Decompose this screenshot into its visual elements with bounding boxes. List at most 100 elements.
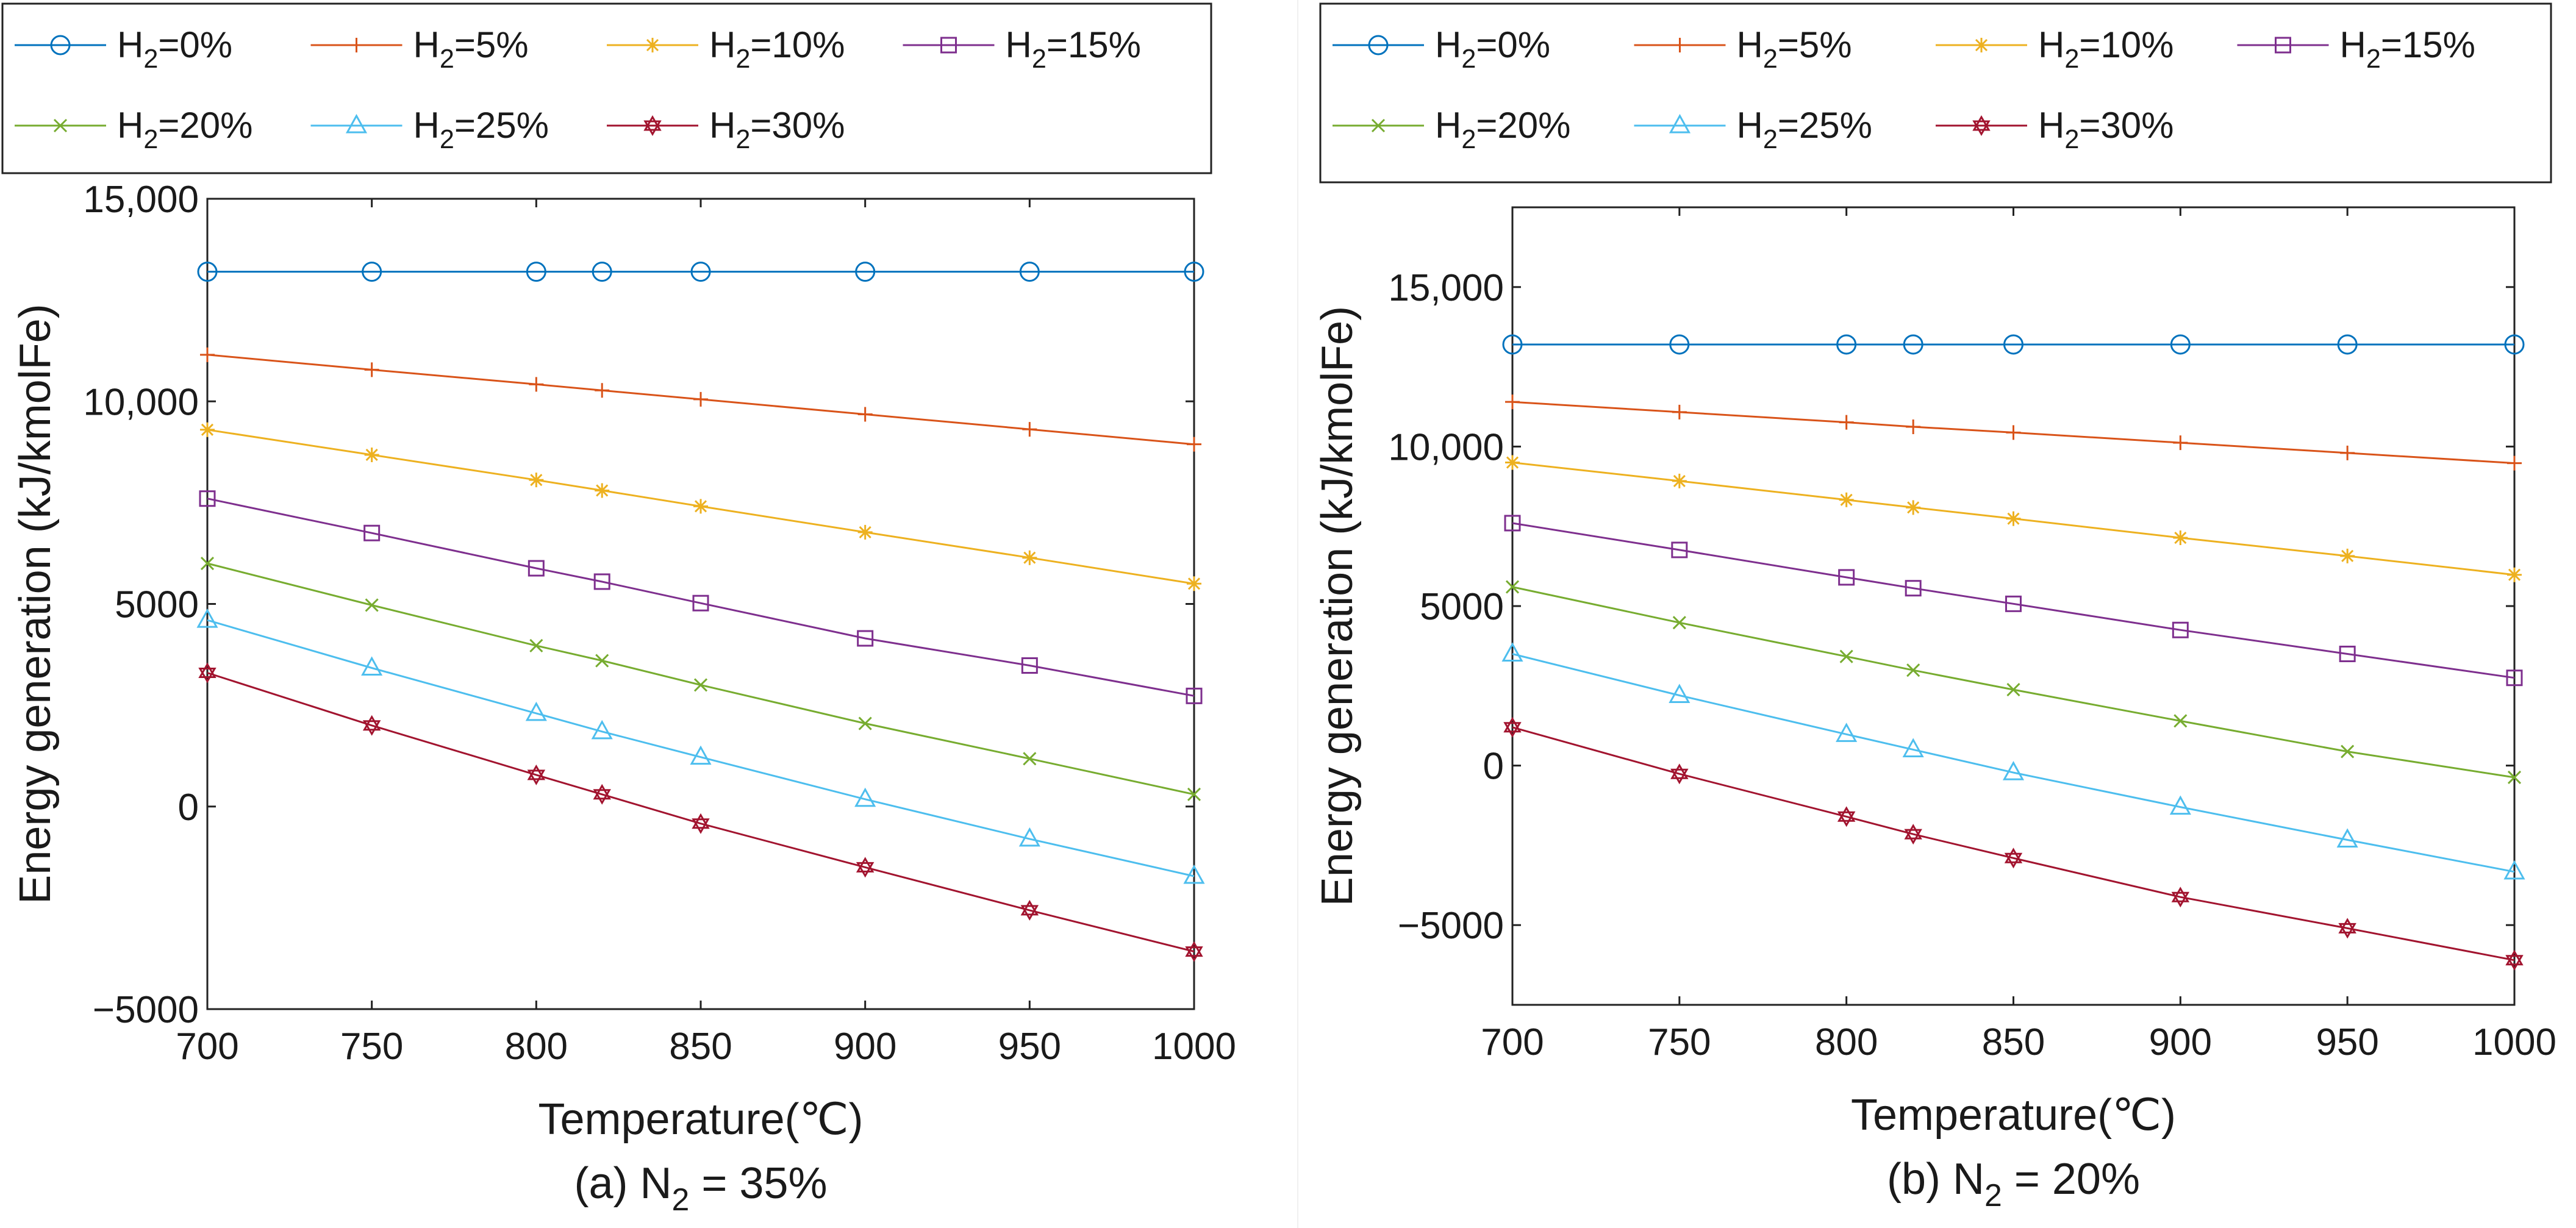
- legend-label: H2=15%: [1006, 24, 1142, 74]
- data-point: [1906, 500, 1921, 515]
- series-H2=0%: [197, 262, 1204, 282]
- x-axis-label: Temperature(℃): [538, 1095, 863, 1144]
- series-H2=25%: [1501, 642, 2525, 880]
- legend-marker-hexagram: [643, 115, 662, 137]
- legend-marker-hexagram: [1972, 115, 1991, 137]
- data-point: [528, 560, 545, 577]
- series-H2=25%: [196, 608, 1205, 884]
- series-line: [1512, 726, 2515, 962]
- series-line: [1512, 462, 2515, 576]
- data-point: [1020, 899, 1039, 921]
- legend-item: H2=0%: [15, 24, 232, 74]
- y-axis-label: Energy generation (kJ/kmolFe): [1313, 306, 1362, 906]
- data-point: [1019, 262, 1040, 282]
- legend-label: H2=5%: [413, 24, 529, 74]
- legend-label: H2=30%: [2038, 105, 2174, 154]
- data-point: [693, 391, 708, 407]
- legend-label: H2=0%: [117, 24, 232, 74]
- data-point: [200, 422, 215, 437]
- data-point: [2504, 334, 2525, 355]
- legend-marker-star: [645, 38, 660, 52]
- legend-marker-triangle: [345, 113, 368, 134]
- series-H2=5%: [200, 347, 1201, 452]
- x-tick-label: 850: [1982, 1021, 2045, 1063]
- data-point: [1021, 657, 1038, 674]
- legend-marker-triangle: [1669, 113, 1691, 134]
- data-point: [200, 556, 215, 571]
- data-point: [1670, 763, 1689, 785]
- data-point: [199, 490, 216, 507]
- data-point: [692, 813, 710, 834]
- data-point: [1904, 824, 1922, 845]
- data-point: [693, 499, 708, 514]
- legend-label: H2=15%: [2340, 24, 2476, 74]
- legend-marker-x: [53, 118, 68, 133]
- x-tick-label: 850: [669, 1026, 732, 1068]
- data-point: [591, 719, 613, 740]
- legend-label: H2=25%: [1737, 105, 1873, 154]
- legend: H2=0% H2=5% H2=10% H2=15% H2=20% H2=25% H2=30%: [1, 2, 1212, 174]
- data-point: [1184, 262, 1204, 282]
- data-point: [2341, 744, 2355, 759]
- series-H2=5%: [1505, 394, 2522, 471]
- data-point: [595, 483, 610, 498]
- series-line: [1512, 401, 2515, 465]
- data-point: [1187, 437, 1201, 452]
- series-line: [207, 619, 1195, 877]
- chart-panel-b: H2=0% H2=5% H2=10% H2=15% H2=20% H2=25% H2=30%…: [1313, 2, 2556, 1213]
- y-tick-label: 15,000: [1388, 267, 1504, 309]
- data-point: [1903, 334, 1923, 355]
- data-point: [529, 377, 544, 392]
- legend-item: H2=15%: [903, 24, 1142, 74]
- data-point: [2503, 860, 2525, 880]
- legend-item: H2=10%: [607, 24, 845, 74]
- legend-item: H2=5%: [1634, 24, 1852, 74]
- data-point: [592, 262, 612, 282]
- data-point: [526, 262, 546, 282]
- legend-label: H2=20%: [117, 105, 253, 154]
- data-point: [2006, 425, 2021, 440]
- legend-box: [1319, 2, 2552, 184]
- series-line: [207, 562, 1195, 796]
- y-tick-label: 0: [1483, 746, 1504, 788]
- chart-panel-a: H2=0% H2=5% H2=10% H2=15% H2=20% H2=25% H2=30%…: [1, 2, 1236, 1217]
- legend-label: H2=25%: [413, 105, 549, 154]
- data-point: [1023, 752, 1037, 766]
- series-H2=0%: [1502, 334, 2525, 355]
- x-tick-label: 1000: [2472, 1021, 2556, 1063]
- data-point: [2507, 770, 2522, 785]
- legend-marker-circle: [50, 35, 71, 55]
- data-point: [1672, 473, 1687, 488]
- data-point: [593, 573, 610, 590]
- x-tick-label: 900: [2149, 1021, 2212, 1063]
- data-point: [1022, 550, 1037, 565]
- legend-label: H2=0%: [1435, 24, 1550, 74]
- legend-marker-square: [940, 37, 957, 54]
- y-tick-label: 0: [178, 787, 199, 829]
- data-point: [1502, 334, 1523, 355]
- data-point: [690, 745, 712, 765]
- data-point: [1503, 716, 1522, 738]
- y-tick-label: −5000: [1398, 905, 1504, 947]
- plot-area: [1511, 206, 2516, 1006]
- legend-item: H2=20%: [1333, 105, 1571, 154]
- data-point: [361, 656, 383, 676]
- data-point: [855, 262, 876, 282]
- x-tick-label: 750: [1648, 1021, 1711, 1063]
- data-point: [196, 608, 218, 628]
- x-tick-label: 950: [998, 1026, 1061, 1068]
- y-tick-label: 10,000: [1388, 426, 1504, 468]
- data-point: [854, 787, 876, 807]
- data-point: [1837, 806, 1856, 827]
- legend-item: H2=10%: [1936, 24, 2174, 74]
- data-point: [362, 262, 382, 282]
- caption: (b) N2 = 20%: [1887, 1155, 2140, 1213]
- data-point: [1839, 492, 1854, 507]
- y-tick-label: 15,000: [83, 179, 199, 221]
- data-point: [1838, 569, 1855, 586]
- data-point: [529, 473, 544, 488]
- y-tick-label: −5000: [93, 989, 199, 1031]
- x-tick-label: 900: [834, 1026, 896, 1068]
- data-point: [857, 407, 873, 422]
- legend-label: H2=10%: [2038, 24, 2174, 74]
